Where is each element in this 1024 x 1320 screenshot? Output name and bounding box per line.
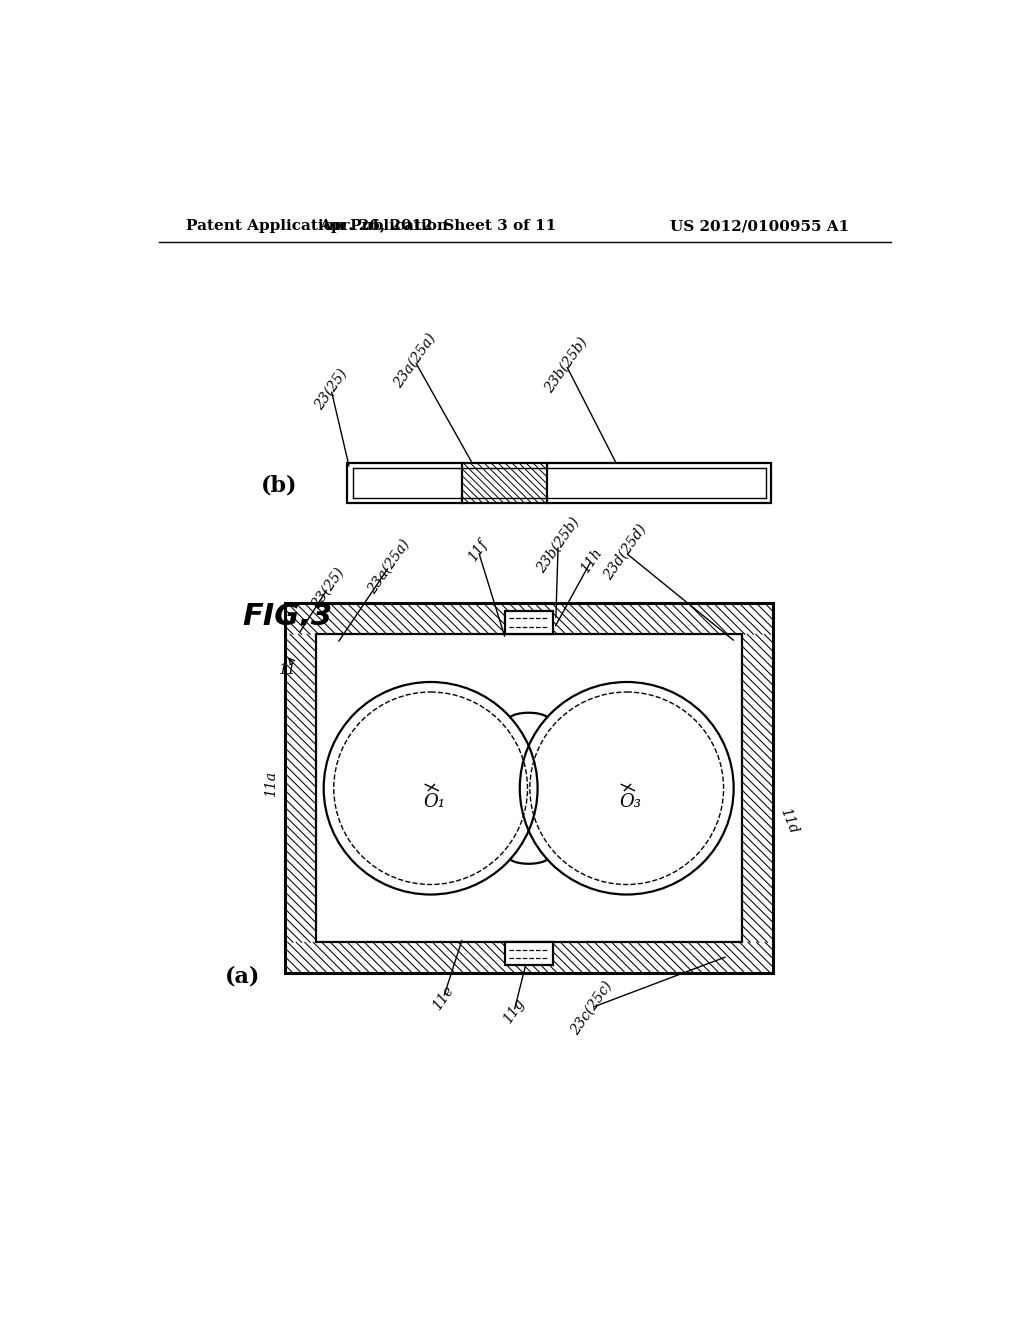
Bar	[315, 635, 741, 942]
Text: Patent Application Publication: Patent Application Publication	[186, 219, 449, 234]
Text: 23d(25d): 23d(25d)	[601, 523, 649, 583]
Text: 23c(25c): 23c(25c)	[568, 978, 614, 1038]
Text: 11f: 11f	[466, 537, 490, 565]
Text: 23b(25b): 23b(25b)	[542, 334, 590, 395]
Bar	[505, 611, 553, 635]
Bar	[505, 942, 553, 965]
Text: 11d: 11d	[777, 805, 800, 836]
Bar	[347, 462, 771, 503]
Text: 11g: 11g	[501, 997, 527, 1027]
Text: O₃: O₃	[620, 793, 642, 810]
Text: 11e: 11e	[430, 983, 457, 1012]
Text: (b): (b)	[261, 475, 297, 496]
Text: Apr. 26, 2012  Sheet 3 of 11: Apr. 26, 2012 Sheet 3 of 11	[319, 219, 557, 234]
Text: 23a(25a): 23a(25a)	[391, 331, 438, 391]
Text: 11a: 11a	[264, 771, 279, 797]
Text: 23b(25b): 23b(25b)	[535, 515, 583, 576]
Text: US 2012/0100955 A1: US 2012/0100955 A1	[671, 219, 850, 234]
Text: 23(25): 23(25)	[309, 565, 347, 611]
Text: 11h: 11h	[579, 545, 605, 576]
Text: (a): (a)	[225, 965, 260, 987]
Text: O₁: O₁	[424, 793, 445, 810]
Bar	[285, 603, 773, 973]
Text: 11: 11	[278, 664, 296, 677]
Text: FIG.3: FIG.3	[243, 602, 333, 631]
Text: 23(25): 23(25)	[312, 367, 350, 412]
Text: 23a(25a): 23a(25a)	[366, 537, 413, 597]
